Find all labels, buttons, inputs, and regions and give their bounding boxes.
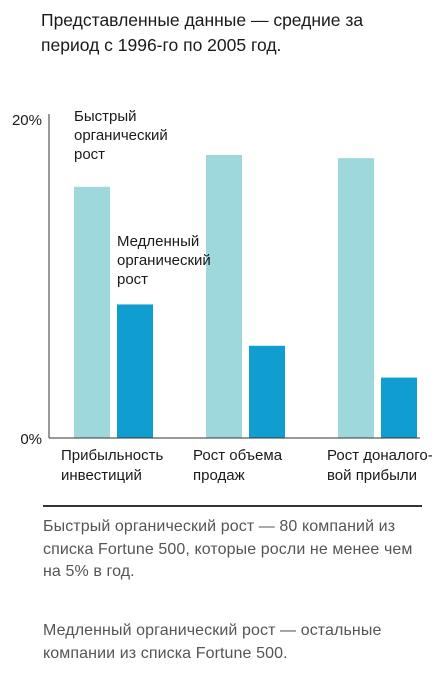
- bar-fast-2: [206, 154, 242, 439]
- legend-label-slow: органический: [117, 252, 211, 269]
- category-label: Рост доналого-: [327, 447, 433, 464]
- y-tick-label: 20%: [12, 112, 42, 129]
- category-label: вой прибыли: [327, 467, 417, 484]
- bar-slow-3: [381, 377, 417, 438]
- chart-subtitle: Представленные данные — средние за перио…: [41, 10, 364, 55]
- category-label: продаж: [193, 467, 245, 484]
- bar-fast-1: [74, 186, 110, 438]
- y-tick-label: 0%: [20, 431, 42, 448]
- legend-label-fast: Быстрый: [74, 108, 137, 125]
- legend-label-fast: органический: [74, 127, 168, 144]
- category-label: инвестиций: [61, 467, 142, 484]
- note-slow-growth: Медленный органический рост — остальные …: [43, 622, 382, 662]
- legend-label-slow: рост: [117, 271, 148, 288]
- bar-slow-1: [117, 304, 153, 438]
- legend-label-slow: Медленный: [117, 233, 199, 250]
- bar-chart: 0% 20% Прибыльность инвестиций Рост объема пр…: [12, 108, 433, 507]
- category-label: Прибыльность: [61, 447, 163, 464]
- bar-slow-2: [249, 345, 285, 438]
- bar-fast-3: [338, 158, 374, 438]
- category-label: Рост объема: [193, 447, 283, 464]
- legend-label-fast: рост: [74, 146, 105, 163]
- note-fast-growth: Быстрый органический рост — 80 компаний …: [43, 518, 413, 580]
